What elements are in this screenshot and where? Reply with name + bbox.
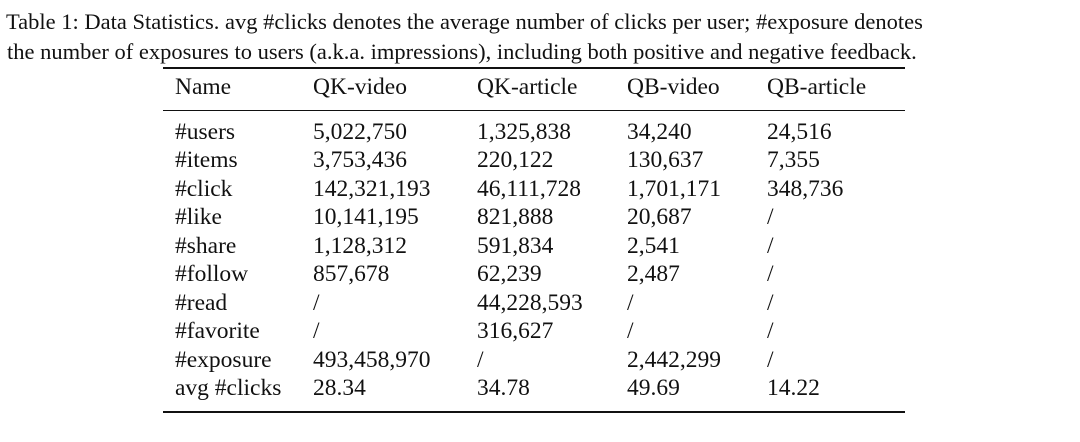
table-cell: 130,637	[627, 147, 704, 173]
table-cell: 7,355	[767, 147, 820, 173]
table-cell: /	[313, 289, 320, 316]
table-cell: 220,122	[477, 147, 554, 173]
table-row: avg #clicks 28.34 34.78 49.69 14.22	[163, 374, 905, 412]
row-label: #exposure	[175, 346, 272, 373]
table-cell: /	[627, 289, 634, 316]
table-cell: 62,239	[477, 261, 542, 287]
row-label: avg #clicks	[175, 375, 282, 401]
table-cell: /	[767, 261, 774, 287]
table-row: #users 5,022,750 1,325,838 34,240 24,516	[163, 110, 905, 146]
table-cell: 2,487	[627, 261, 680, 287]
table-cell: 34.78	[477, 375, 530, 401]
table-cell: 24,516	[767, 118, 832, 145]
table-caption: Table 1: Data Statistics. avg #clicks de…	[6, 7, 1074, 67]
caption-line-1: Table 1: Data Statistics. avg #clicks de…	[6, 9, 923, 34]
table-cell: 10,141,195	[313, 204, 419, 230]
table-cell: 1,701,171	[627, 175, 721, 202]
table-cell: 34,240	[627, 118, 692, 145]
table-row: #share 1,128,312 591,834 2,541 /	[163, 232, 905, 261]
row-label: #click	[175, 175, 233, 202]
row-label: #like	[175, 204, 222, 230]
data-statistics-table-wrapper: Name QK-video QK-article QB-video QB-art…	[163, 67, 905, 413]
table-cell: 2,541	[627, 232, 680, 259]
table-row: #items 3,753,436 220,122 130,637 7,355	[163, 146, 905, 175]
table-cell: 5,022,750	[313, 118, 407, 145]
header-qk-video: QK-video	[313, 74, 407, 100]
table-cell: 14.22	[767, 375, 820, 401]
header-qk-article: QK-article	[477, 74, 578, 100]
header-qb-article: QB-article	[767, 74, 867, 100]
table-cell: 348,736	[767, 175, 844, 202]
row-label: #follow	[175, 261, 249, 287]
table-cell: /	[767, 204, 774, 230]
table-cell: 28.34	[313, 375, 366, 401]
data-statistics-table: Name QK-video QK-article QB-video QB-art…	[163, 67, 905, 413]
table-cell: 493,458,970	[313, 346, 431, 373]
table-cell: 46,111,728	[477, 175, 582, 202]
table-cell: 20,687	[627, 204, 692, 230]
table-cell: 49.69	[627, 375, 680, 401]
header-qb-video: QB-video	[627, 74, 720, 100]
table-row: #favorite / 316,627 / /	[163, 317, 905, 346]
table-cell: /	[767, 346, 774, 373]
table-cell: 2,442,299	[627, 346, 721, 373]
row-label: #items	[175, 147, 238, 173]
row-label: #users	[175, 118, 236, 145]
table-cell: 857,678	[313, 261, 390, 287]
header-name: Name	[175, 74, 232, 100]
table-row: #read / 44,228,593 / /	[163, 289, 905, 318]
table-cell: 142,321,193	[313, 175, 431, 202]
table-cell: /	[477, 346, 484, 373]
table-cell: /	[313, 318, 320, 344]
table-row: #exposure 493,458,970 / 2,442,299 /	[163, 346, 905, 375]
table-cell: /	[627, 318, 634, 344]
row-label: #read	[175, 289, 228, 316]
table-row: #follow 857,678 62,239 2,487 /	[163, 260, 905, 289]
table-row: #click 142,321,193 46,111,728 1,701,171 …	[163, 175, 905, 204]
table-cell: /	[767, 289, 774, 316]
table-cell: 1,325,838	[477, 118, 571, 145]
table-cell: /	[767, 318, 774, 344]
table-cell: 316,627	[477, 318, 554, 344]
row-label: #favorite	[175, 318, 260, 344]
table-cell: 821,888	[477, 204, 554, 230]
table-cell: 44,228,593	[477, 289, 583, 316]
table-cell: /	[767, 232, 774, 259]
table-cell: 1,128,312	[313, 232, 407, 259]
caption-line-2: the number of exposures to users (a.k.a.…	[7, 39, 917, 64]
table-header-row: Name QK-video QK-article QB-video QB-art…	[163, 68, 905, 110]
table-cell: 3,753,436	[313, 147, 407, 173]
table-cell: 591,834	[477, 232, 554, 259]
table-row: #like 10,141,195 821,888 20,687 /	[163, 203, 905, 232]
row-label: #share	[175, 232, 237, 259]
